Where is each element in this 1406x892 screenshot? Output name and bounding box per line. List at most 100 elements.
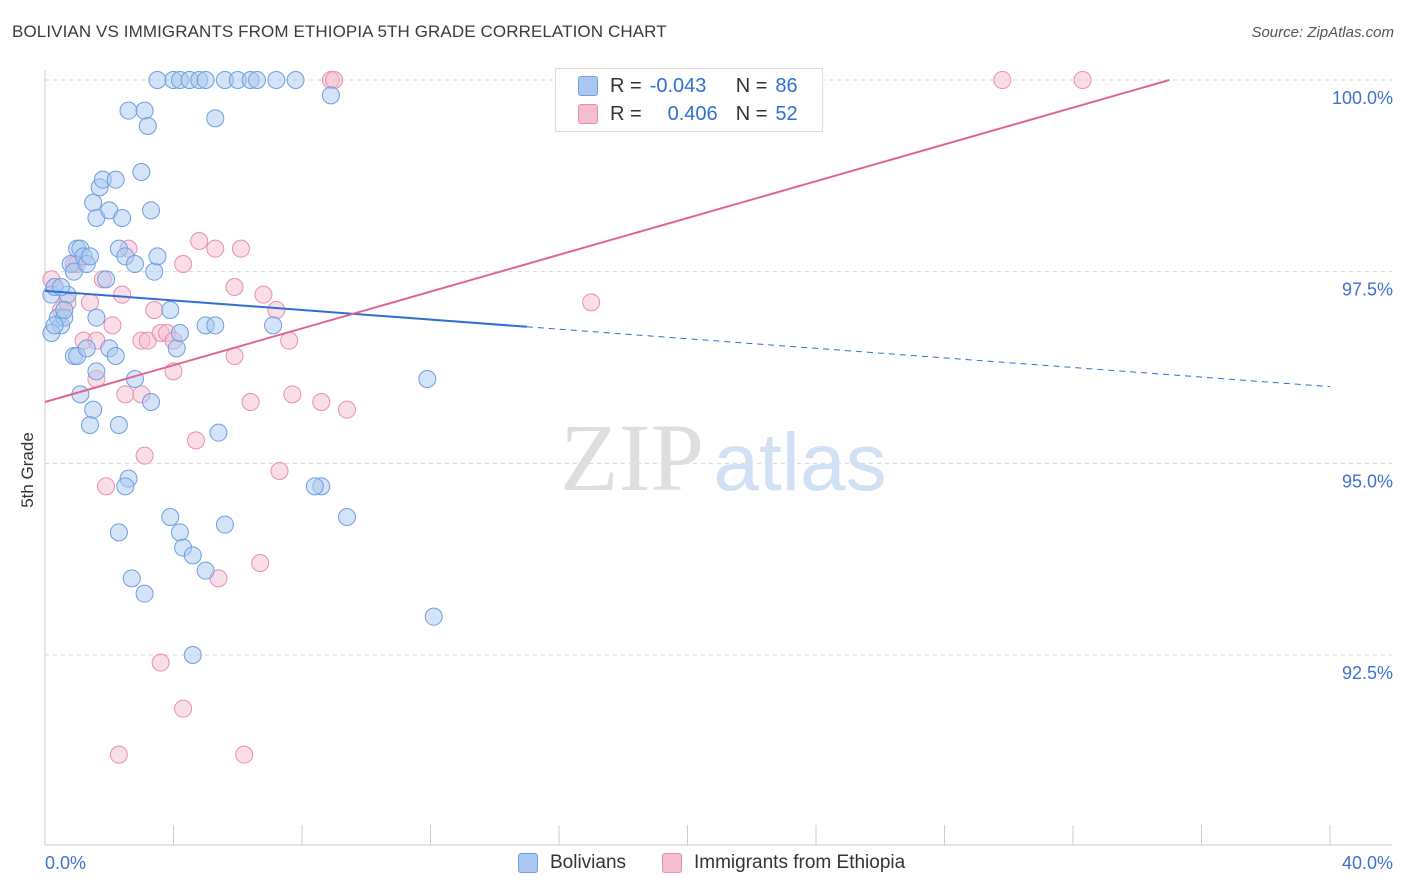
bolivian-point — [170, 324, 189, 342]
bolivian-point — [170, 523, 189, 542]
bolivian-point — [77, 339, 96, 358]
bolivian-point — [109, 416, 128, 434]
ethiopia-point — [103, 316, 122, 335]
ethiopia-point — [312, 393, 331, 411]
bolivian-point — [209, 423, 228, 442]
bolivian-point — [248, 71, 267, 89]
ethiopia-point — [135, 446, 154, 465]
bolivian-point — [106, 170, 125, 189]
watermark-zip: ZIP — [560, 404, 704, 511]
ethiopia-point — [145, 301, 164, 319]
ethiopia-point — [254, 285, 273, 304]
bolivian-point — [206, 109, 225, 128]
bolivian-point — [87, 362, 106, 381]
watermark-atlas: atlas — [713, 417, 886, 508]
axes — [44, 70, 1392, 846]
ethiopia-point — [241, 393, 260, 411]
legend-r-label: R = — [610, 102, 642, 125]
bolivian-point — [109, 523, 128, 542]
bolivian-point — [161, 301, 180, 319]
y-tick-label: 95.0% — [1342, 471, 1393, 491]
y-tick-label: 100.0% — [1332, 88, 1393, 108]
bolivian-point — [45, 316, 64, 335]
bolivian-trendline-extension — [526, 326, 1331, 388]
bolivian-trendline — [44, 289, 527, 328]
bolivian-point — [167, 339, 186, 358]
correlation-legend: R = -0.043 N = 86 R = 0.406 N = 52 — [555, 68, 823, 132]
legend-r-value: -0.043 — [649, 74, 707, 97]
x-tick-label-min: 0.0% — [45, 853, 86, 873]
legend-swatch-pink — [662, 853, 682, 873]
watermark: ZIP atlas — [560, 404, 887, 511]
legend-row-bolivians: R = -0.043 N = 86 — [578, 73, 798, 99]
legend-n-value: 86 — [775, 74, 798, 97]
bolivian-point — [142, 393, 161, 411]
ethiopia-point — [206, 239, 225, 258]
bolivian-point — [135, 584, 154, 603]
ethiopia-trendline — [44, 79, 1170, 403]
bolivian-point — [80, 416, 99, 434]
ethiopia-point — [235, 745, 254, 764]
bolivian-point — [183, 646, 202, 664]
y-axis-label: 5th Grade — [18, 432, 37, 508]
legend-row-ethiopia: R = 0.406 N = 52 — [578, 101, 798, 127]
ethiopia-point — [186, 431, 205, 450]
ethiopia-point — [283, 385, 302, 404]
ethiopia-point — [582, 293, 601, 312]
legend-label-ethiopia: Immigrants from Ethiopia — [694, 852, 906, 873]
bolivian-point — [55, 301, 74, 319]
bolivian-point — [161, 508, 180, 526]
bolivian-point — [148, 71, 167, 89]
bolivian-point — [122, 569, 141, 588]
bolivian-point — [125, 255, 144, 273]
legend-item-bolivians[interactable]: Bolivians — [518, 852, 626, 874]
bolivian-point — [215, 515, 234, 534]
ethiopia-point — [151, 653, 170, 672]
bolivian-point — [424, 607, 443, 626]
tick-labels: 100.0% 97.5% 95.0% 92.5% 0.0% 40.0% — [45, 88, 1393, 873]
bolivian-point — [321, 86, 340, 105]
bolivian-point — [135, 101, 154, 120]
ethiopia-point — [113, 285, 132, 304]
ethiopia-point — [231, 239, 250, 258]
ethiopia-point — [993, 71, 1012, 89]
bolivian-point — [305, 477, 324, 496]
ethiopia-point — [267, 301, 286, 319]
ethiopia-point — [174, 255, 193, 273]
bolivian-point — [148, 247, 167, 266]
bolivian-point — [206, 316, 225, 335]
gridlines — [45, 79, 1392, 656]
legend-label-bolivians: Bolivians — [550, 852, 627, 873]
legend-r-value: 0.406 — [667, 102, 718, 125]
bolivian-point — [80, 247, 99, 266]
bolivian-point — [183, 546, 202, 565]
bolivian-point — [97, 270, 116, 289]
ethiopia-point — [270, 462, 289, 480]
legend-swatch-blue — [578, 76, 598, 96]
ethiopia-point — [97, 477, 116, 496]
legend-swatch-pink — [578, 104, 598, 124]
trendlines — [44, 79, 1331, 403]
y-tick-label: 92.5% — [1342, 663, 1393, 683]
ethiopia-point — [80, 293, 99, 312]
legend-item-ethiopia[interactable]: Immigrants from Ethiopia — [662, 852, 905, 874]
legend-n-label: N = — [735, 102, 768, 125]
bolivian-point — [145, 262, 164, 281]
bolivian-point — [125, 370, 144, 388]
bolivian-point — [264, 316, 283, 335]
ethiopia-point — [325, 71, 344, 89]
bolivian-point — [142, 201, 161, 220]
bolivian-point — [196, 561, 215, 580]
legend-r-label: R = — [610, 74, 642, 97]
bolivian-point — [84, 193, 103, 212]
ethiopia-point — [116, 385, 135, 404]
ethiopia-point — [109, 745, 128, 764]
bolivian-point — [337, 508, 356, 526]
bolivian-point — [132, 163, 151, 181]
bolivian-point — [196, 71, 215, 89]
legend-n-label: N = — [735, 74, 768, 97]
ethiopia-point — [1073, 71, 1092, 89]
ethiopia-point — [337, 400, 356, 419]
bolivian-point — [84, 400, 103, 419]
